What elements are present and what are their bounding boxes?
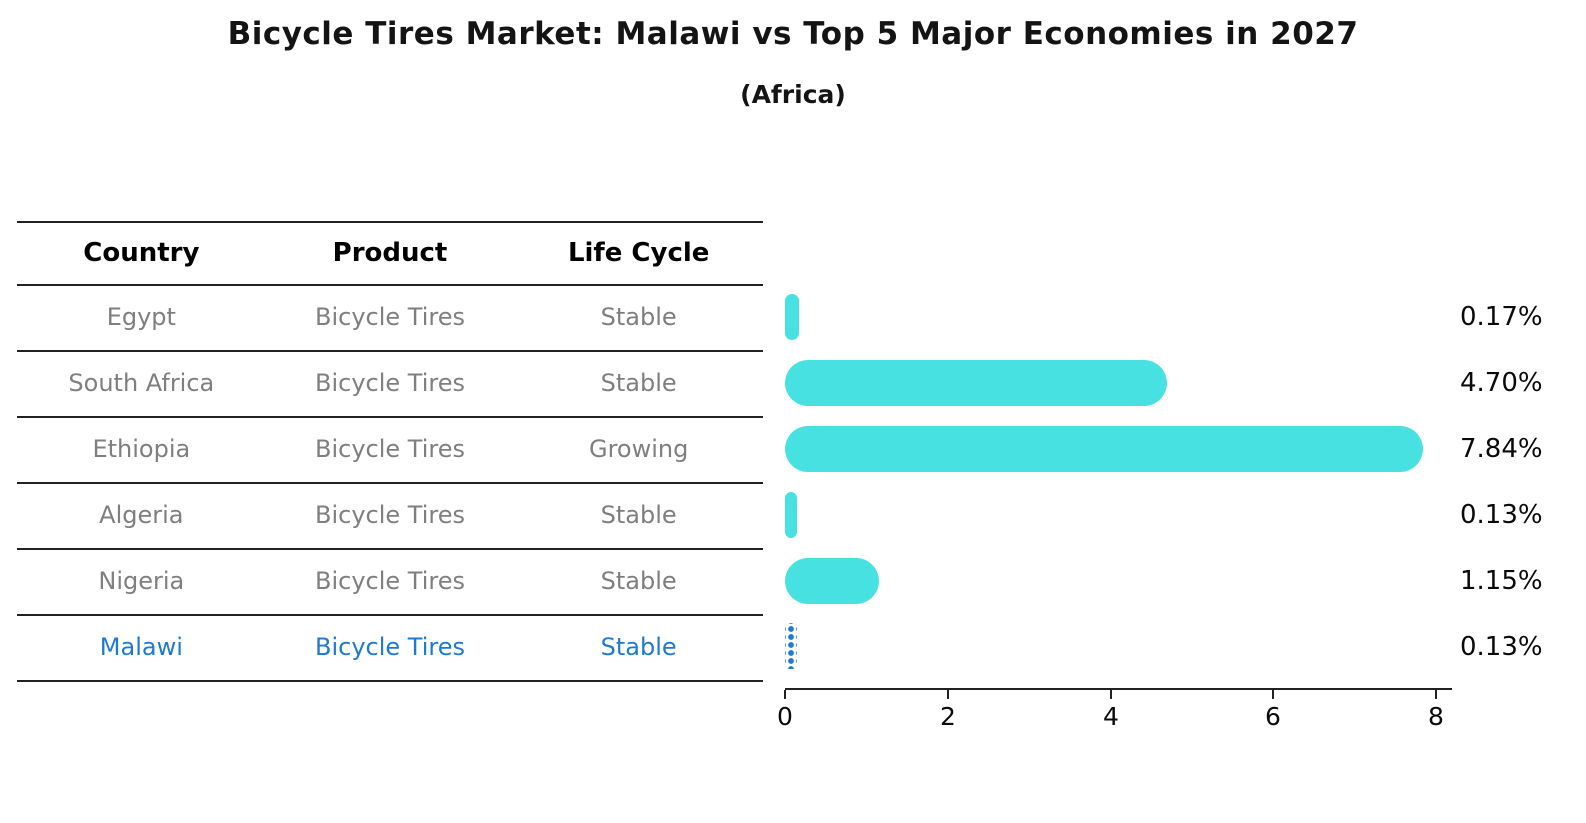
table-row: South Africa Bicycle Tires Stable	[17, 366, 763, 400]
page-subtitle: (Africa)	[740, 80, 846, 109]
lifecycle-cell: Growing	[588, 435, 689, 463]
product-cell: Bicycle Tires	[315, 633, 465, 661]
x-tick-label: 8	[1428, 702, 1444, 731]
country-cell: Ethiopia	[92, 435, 191, 463]
x-tick-label: 0	[777, 702, 793, 731]
product-cell: Bicycle Tires	[315, 369, 465, 397]
country-cell: South Africa	[68, 369, 215, 397]
table-row-malawi: Malawi Bicycle Tires Stable	[17, 630, 763, 664]
x-tick	[1435, 690, 1437, 699]
product-cell: Bicycle Tires	[315, 501, 465, 529]
value-label: 0.17%	[1460, 302, 1543, 332]
column-header-lifecycle: Life Cycle	[567, 238, 710, 268]
column-header-product: Product	[332, 238, 448, 268]
x-tick	[784, 690, 786, 699]
country-cell: Malawi	[99, 633, 183, 661]
table-row: Algeria Bicycle Tires Stable	[17, 498, 763, 532]
table-divider	[17, 548, 763, 550]
table-row: Ethiopia Bicycle Tires Growing	[17, 432, 763, 466]
value-label: 0.13%	[1460, 632, 1543, 662]
bar-malawi	[785, 623, 797, 669]
bar-south-africa	[785, 360, 1168, 406]
lifecycle-cell: Stable	[600, 567, 677, 595]
bar-egypt	[785, 294, 799, 340]
column-header-country: Country	[83, 238, 200, 268]
country-cell: Algeria	[99, 501, 184, 529]
country-cell: Nigeria	[98, 567, 185, 595]
value-label: 0.13%	[1460, 500, 1543, 530]
x-tick	[947, 690, 949, 699]
product-cell: Bicycle Tires	[315, 435, 465, 463]
value-label: 7.84%	[1460, 434, 1543, 464]
table-divider	[17, 680, 763, 682]
lifecycle-cell: Stable	[600, 303, 677, 331]
table-divider	[17, 221, 763, 223]
value-label: 4.70%	[1460, 368, 1543, 398]
table-divider	[17, 482, 763, 484]
x-tick-label: 6	[1265, 702, 1281, 731]
table-row: Egypt Bicycle Tires Stable	[17, 300, 763, 334]
lifecycle-cell: Stable	[600, 369, 677, 397]
lifecycle-cell: Stable	[600, 633, 677, 661]
table-row: Nigeria Bicycle Tires Stable	[17, 564, 763, 598]
bar-nigeria	[785, 558, 879, 604]
table-header-row: Country Product Life Cycle	[17, 236, 763, 270]
page-title: Bicycle Tires Market: Malawi vs Top 5 Ma…	[227, 16, 1359, 52]
table-divider	[17, 416, 763, 418]
x-tick	[1272, 690, 1274, 699]
value-label: 1.15%	[1460, 566, 1543, 596]
x-tick	[1110, 690, 1112, 699]
x-tick-label: 4	[1103, 702, 1119, 731]
product-cell: Bicycle Tires	[315, 567, 465, 595]
table-divider	[17, 614, 763, 616]
lifecycle-cell: Stable	[600, 501, 677, 529]
bar-algeria	[785, 492, 797, 538]
x-axis-line	[785, 688, 1452, 690]
table-divider	[17, 350, 763, 352]
table-divider	[17, 284, 763, 286]
x-tick-label: 2	[940, 702, 956, 731]
bar-ethiopia	[785, 426, 1423, 472]
product-cell: Bicycle Tires	[315, 303, 465, 331]
country-cell: Egypt	[106, 303, 176, 331]
